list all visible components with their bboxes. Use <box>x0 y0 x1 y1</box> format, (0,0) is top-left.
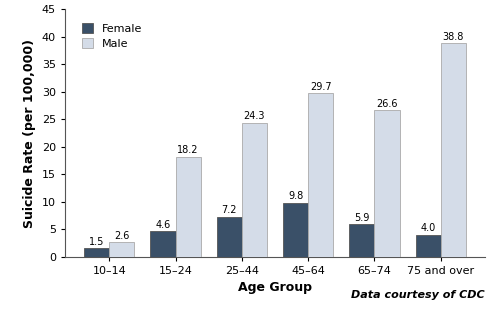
Bar <box>216 217 242 257</box>
Text: 38.8: 38.8 <box>442 32 464 42</box>
Bar <box>176 156 201 257</box>
Bar <box>374 110 400 257</box>
Text: 1.5: 1.5 <box>89 237 104 247</box>
Text: 4.0: 4.0 <box>420 223 436 233</box>
Text: 5.9: 5.9 <box>354 213 370 223</box>
Text: Data courtesy of CDC: Data courtesy of CDC <box>352 290 485 300</box>
Bar <box>349 224 374 257</box>
Bar <box>150 231 176 257</box>
Bar <box>110 242 134 257</box>
Text: 26.6: 26.6 <box>376 99 398 109</box>
Legend: Female, Male: Female, Male <box>79 20 146 53</box>
Text: 18.2: 18.2 <box>178 145 199 155</box>
Text: 2.6: 2.6 <box>114 231 130 241</box>
Bar <box>242 123 267 257</box>
Y-axis label: Suicide Rate (per 100,000): Suicide Rate (per 100,000) <box>24 38 36 228</box>
Text: 4.6: 4.6 <box>156 220 170 230</box>
X-axis label: Age Group: Age Group <box>238 281 312 294</box>
Text: 24.3: 24.3 <box>244 111 265 121</box>
Text: 29.7: 29.7 <box>310 82 332 92</box>
Text: 7.2: 7.2 <box>222 205 237 215</box>
Bar <box>416 235 440 257</box>
Bar <box>84 249 110 257</box>
Text: 9.8: 9.8 <box>288 191 303 201</box>
Bar <box>283 203 308 257</box>
Bar <box>308 94 334 257</box>
Bar <box>440 44 466 257</box>
